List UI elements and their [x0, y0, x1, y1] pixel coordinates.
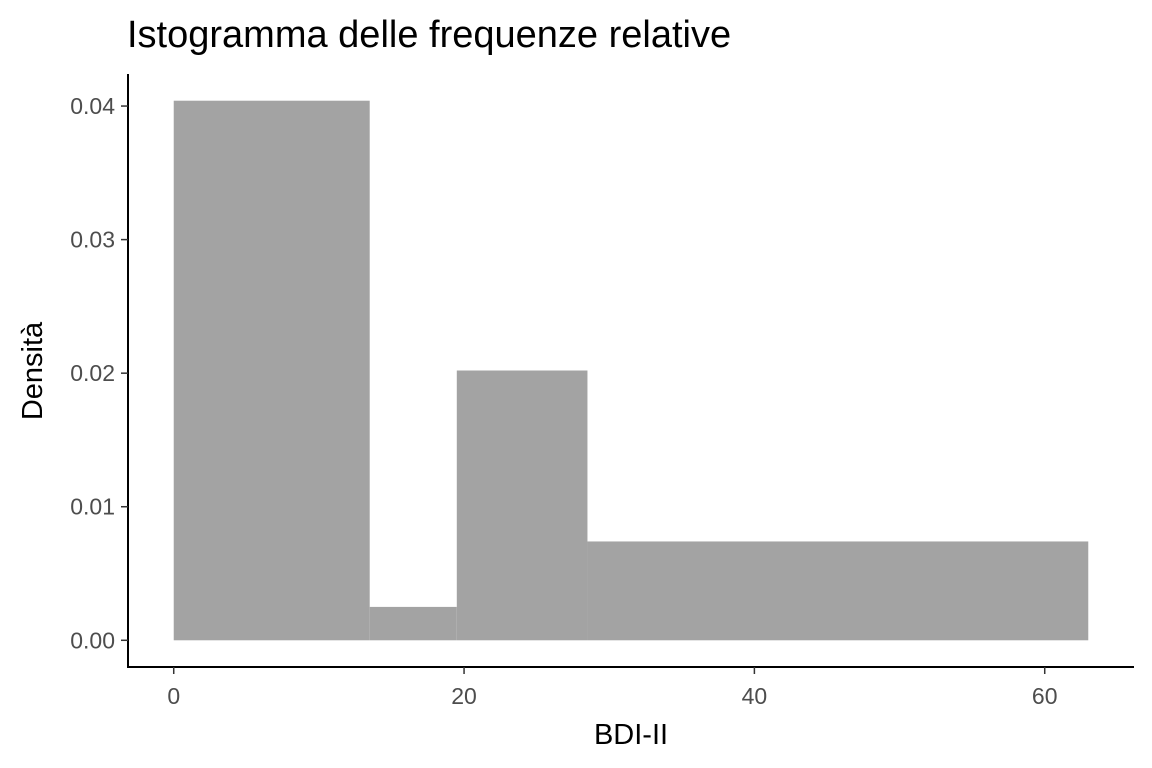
- y-tick-label: 0.03: [70, 227, 115, 253]
- x-ticks-group: 0 20 40 60: [167, 667, 1058, 709]
- y-axis-title: Densità: [17, 321, 49, 420]
- bars-group: [173, 100, 1089, 641]
- chart-title: Istogramma delle frequenze relative: [127, 14, 731, 56]
- y-ticks-group: 0.00 0.01 0.02 0.03 0.04: [70, 93, 128, 653]
- x-tick-label: 40: [742, 683, 768, 709]
- x-axis-title: BDI-II: [594, 719, 668, 751]
- y-tick-label: 0.00: [70, 627, 115, 653]
- histogram-bar-2: [456, 370, 588, 641]
- x-tick-label: 20: [451, 683, 477, 709]
- x-tick-label: 0: [167, 683, 180, 709]
- histogram-bar-1: [369, 606, 457, 641]
- histogram-bar-0: [173, 100, 370, 641]
- x-tick-label: 60: [1032, 683, 1058, 709]
- y-tick-label: 0.01: [70, 494, 115, 520]
- histogram-bar-3: [587, 541, 1089, 641]
- y-tick-label: 0.02: [70, 360, 115, 386]
- y-tick-label: 0.04: [70, 93, 115, 119]
